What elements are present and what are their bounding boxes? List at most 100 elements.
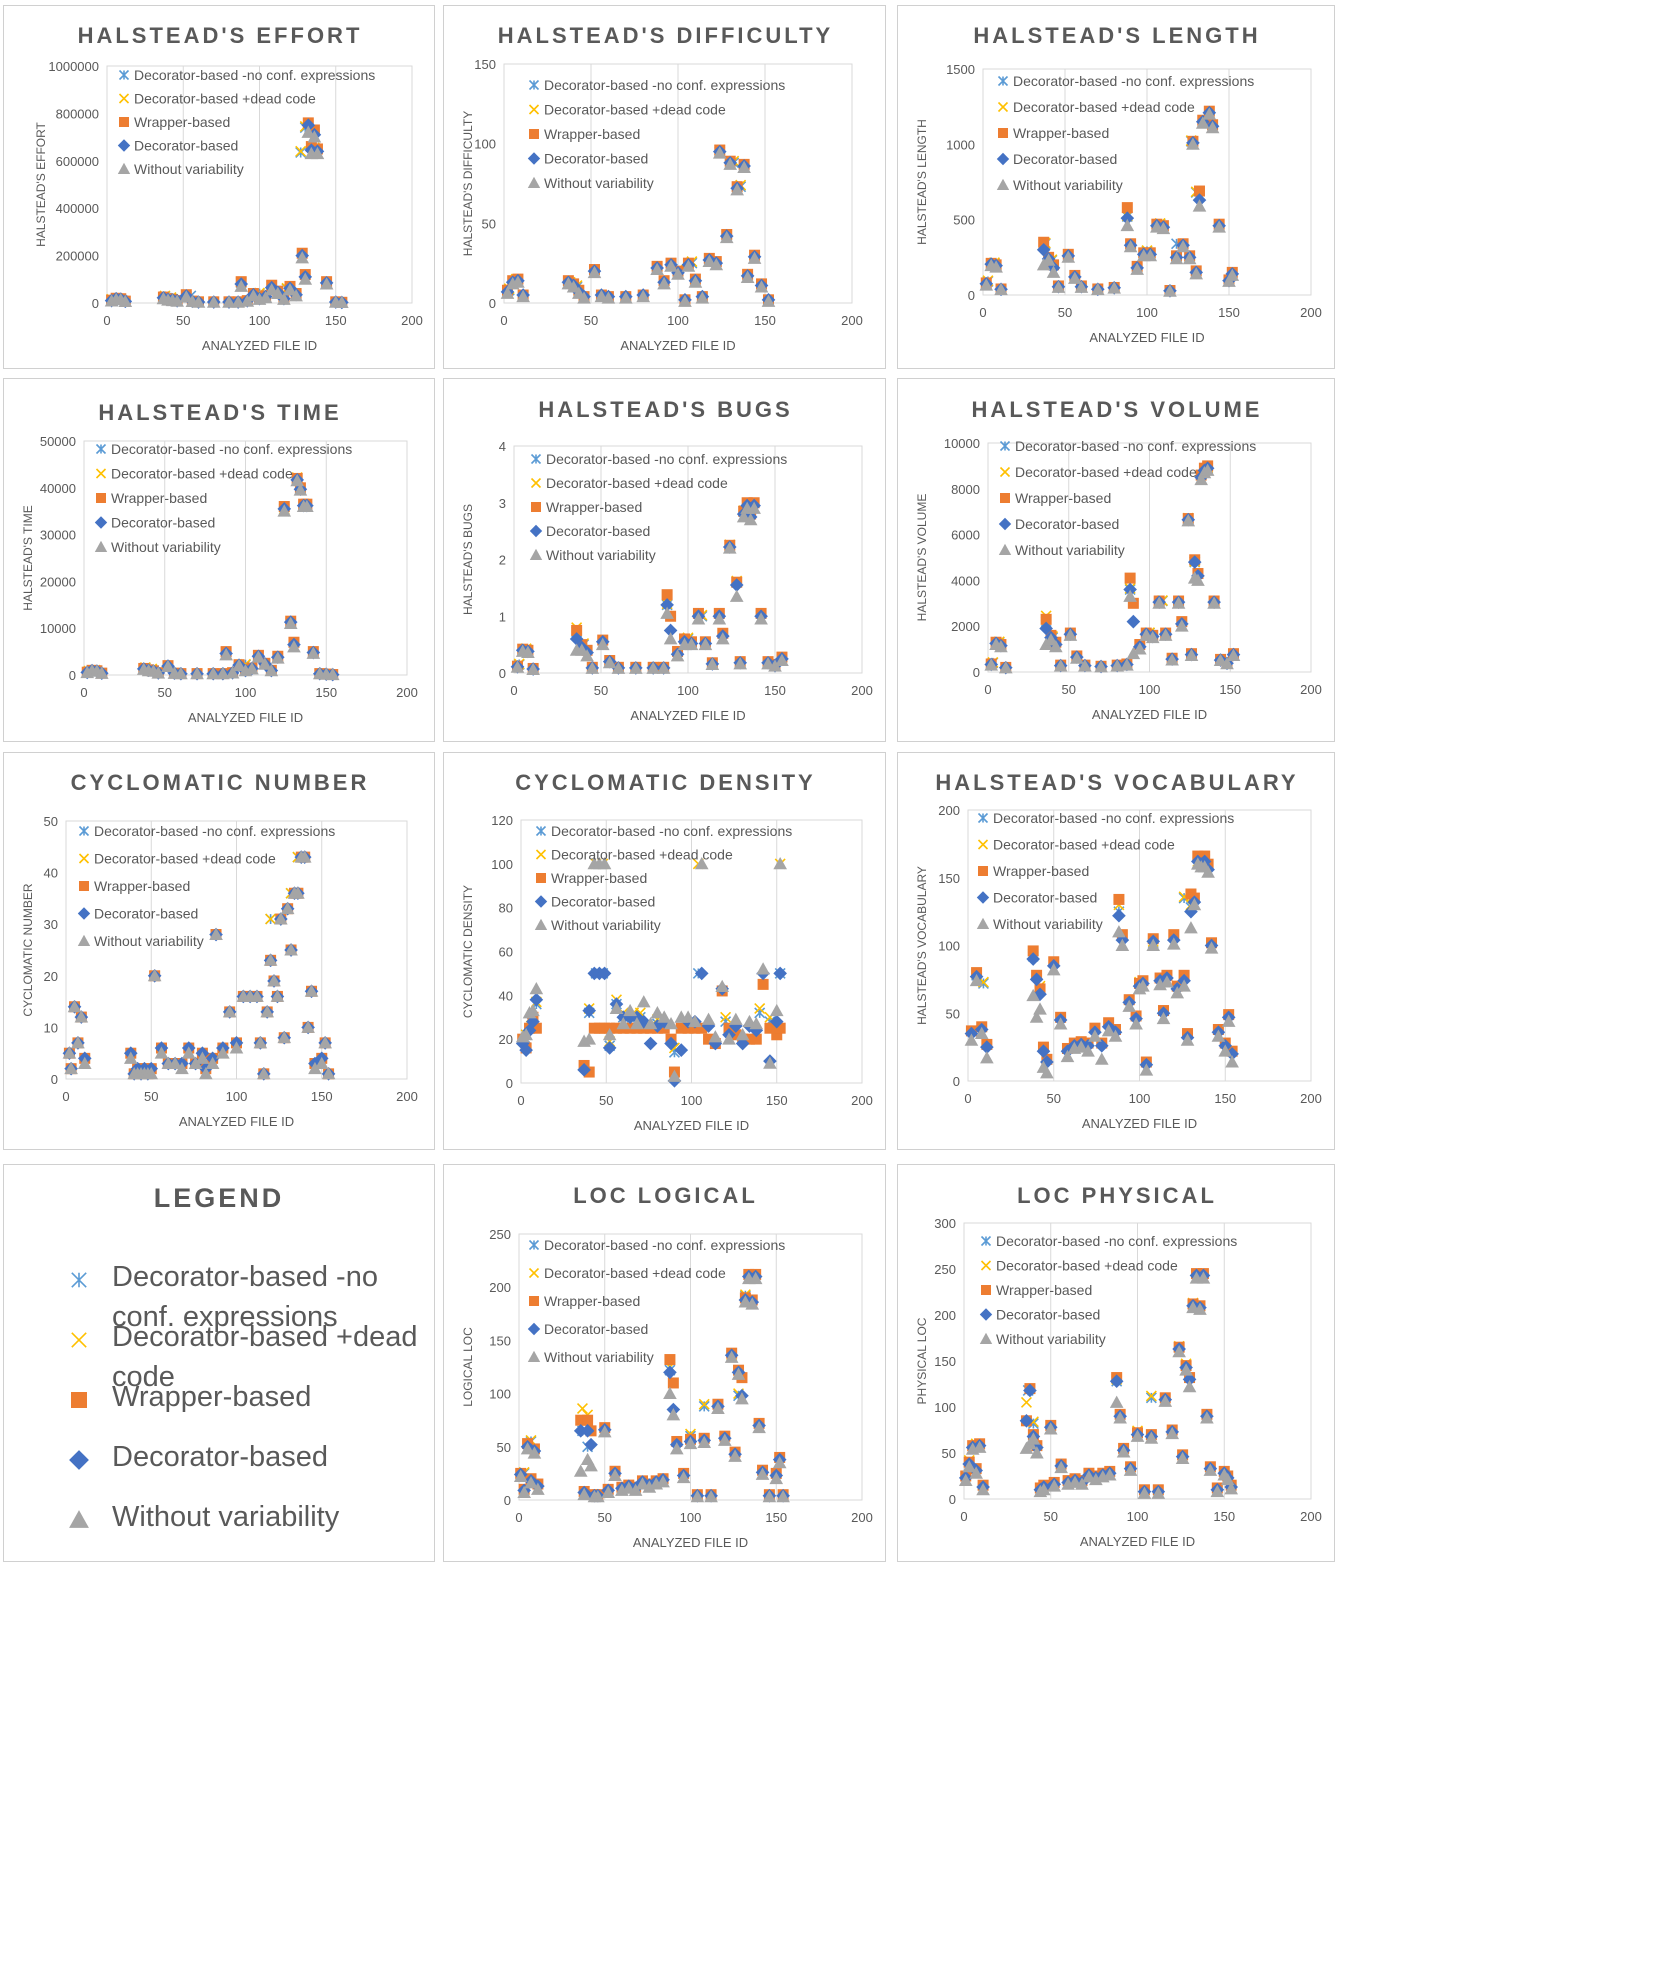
legend-item-triangle: Without variability xyxy=(66,1497,406,1537)
data-point xyxy=(1078,659,1092,672)
data-point xyxy=(290,473,304,487)
x-axis-label: ANALYZED FILE ID xyxy=(1080,1534,1195,1549)
data-point xyxy=(1174,619,1189,632)
y-axis-label: HALSTEAD'S VOLUME xyxy=(915,494,929,622)
data-point xyxy=(569,632,584,646)
legend-marker xyxy=(119,117,129,127)
data-point xyxy=(664,259,678,272)
data-point xyxy=(1102,1468,1117,1481)
legend-item-diamond: Decorator-based xyxy=(66,1437,406,1477)
data-point xyxy=(1060,1049,1075,1063)
data-point xyxy=(529,981,544,995)
legend-marker xyxy=(998,128,1008,138)
legend-label: Without variability xyxy=(546,547,656,563)
data-point xyxy=(118,294,133,308)
series-triangle xyxy=(984,463,1241,674)
data-point xyxy=(776,1489,790,1503)
data-point xyxy=(62,1046,77,1059)
data-point xyxy=(747,251,762,264)
data-point xyxy=(216,667,230,680)
data-point xyxy=(195,1051,210,1064)
data-point xyxy=(251,650,266,663)
panel-halstead-difficulty: HALSTEAD'S DIFFICULTY 0 50 100 150 200 0 50 100 1… xyxy=(443,5,886,369)
y-tick-label: 200 xyxy=(938,803,960,818)
data-point xyxy=(1151,1486,1166,1499)
legend-item-label: Decorator-based -no conf. expressions xyxy=(112,1261,378,1333)
data-point xyxy=(1120,211,1135,225)
y-axis-label: HALSTEAD'S VOCABULARY xyxy=(915,866,929,1025)
data-point xyxy=(94,666,109,679)
chart-legend: Decorator-based -no conf. expressions Dec… xyxy=(117,67,375,177)
y-tick-label: 50000 xyxy=(40,434,76,449)
data-point xyxy=(1182,252,1197,265)
data-point xyxy=(743,512,758,526)
data-point xyxy=(595,637,610,651)
y-tick-label: 50 xyxy=(497,1440,511,1455)
data-point xyxy=(1112,925,1126,938)
data-point xyxy=(222,295,236,308)
data-point xyxy=(660,606,674,619)
data-point xyxy=(74,1010,89,1023)
x-axis-label: ANALYZED FILE ID xyxy=(202,338,317,353)
legend-label: Decorator-based -no conf. expressions xyxy=(996,1233,1237,1249)
y-tick-label: 2000 xyxy=(951,619,980,634)
scatter-chart: HALSTEAD'S LENGTH 0 50 100 150 200 0 500 1000 150… xyxy=(915,23,1322,345)
data-point xyxy=(1184,904,1198,919)
data-point xyxy=(289,289,303,302)
data-point xyxy=(206,295,221,308)
data-point xyxy=(755,1467,770,1480)
legend-label: Decorator-based +dead code xyxy=(546,475,728,491)
legend-label: Without variability xyxy=(544,1349,654,1365)
data-point xyxy=(1088,1029,1102,1042)
x-tick-label: 150 xyxy=(1219,682,1241,697)
x-tick-label: 100 xyxy=(226,1089,248,1104)
data-point xyxy=(1026,952,1040,966)
data-point xyxy=(1019,1413,1034,1428)
data-point xyxy=(1109,1395,1124,1408)
data-point xyxy=(729,589,744,602)
data-point xyxy=(1027,945,1039,957)
data-point xyxy=(667,1069,682,1082)
data-point xyxy=(1143,249,1158,262)
data-point xyxy=(222,1005,237,1018)
legend-marker xyxy=(529,129,539,139)
data-point xyxy=(1110,659,1125,672)
legend-label: Decorator-based +dead code xyxy=(996,1258,1178,1274)
y-tick-label: 3 xyxy=(499,496,506,511)
panel-loc-logical: LOC LOGICAL 0 50 100 150 200 0 50 100 150 200 250 AN… xyxy=(443,1164,886,1562)
star-marker xyxy=(71,1272,87,1288)
y-axis-label: HALSTEAD'S EFFORT xyxy=(34,121,48,246)
data-point xyxy=(291,886,305,899)
data-point xyxy=(1179,1363,1193,1376)
chart-legend: Decorator-based -no conf. expressions Dec… xyxy=(996,73,1254,193)
chart-title: HALSTEAD'S EFFORT xyxy=(78,23,363,48)
panel-legend: LEGEND Decorator-based -no conf. express… xyxy=(3,1164,435,1562)
data-point xyxy=(697,1435,712,1448)
data-point xyxy=(1225,268,1240,281)
legend-label: Decorator-based -no conf. expressions xyxy=(544,1237,785,1253)
y-axis-label: HALSTEAD'S BUGS xyxy=(461,504,475,615)
diamond-marker-icon xyxy=(66,1444,92,1470)
data-point xyxy=(1171,596,1186,609)
data-point xyxy=(1220,656,1234,670)
data-point xyxy=(737,160,751,174)
square-marker xyxy=(71,1392,87,1408)
data-point xyxy=(1054,1460,1068,1474)
data-point xyxy=(1029,972,1044,987)
data-point xyxy=(295,146,307,159)
data-point xyxy=(669,1442,684,1455)
data-point xyxy=(1051,280,1066,293)
legend-marker xyxy=(528,1239,540,1251)
data-point xyxy=(1041,253,1056,266)
legend-label: Decorator-based +dead code xyxy=(134,91,316,107)
y-tick-label: 40 xyxy=(499,988,513,1003)
data-point xyxy=(314,1056,329,1069)
x-tick-label: 150 xyxy=(754,313,776,328)
data-point xyxy=(571,624,583,636)
data-point xyxy=(587,265,602,279)
y-tick-label: 0 xyxy=(949,1492,956,1507)
data-point xyxy=(1030,1446,1044,1459)
data-point xyxy=(245,662,259,675)
data-point xyxy=(636,289,651,303)
data-point xyxy=(1047,1479,1062,1492)
